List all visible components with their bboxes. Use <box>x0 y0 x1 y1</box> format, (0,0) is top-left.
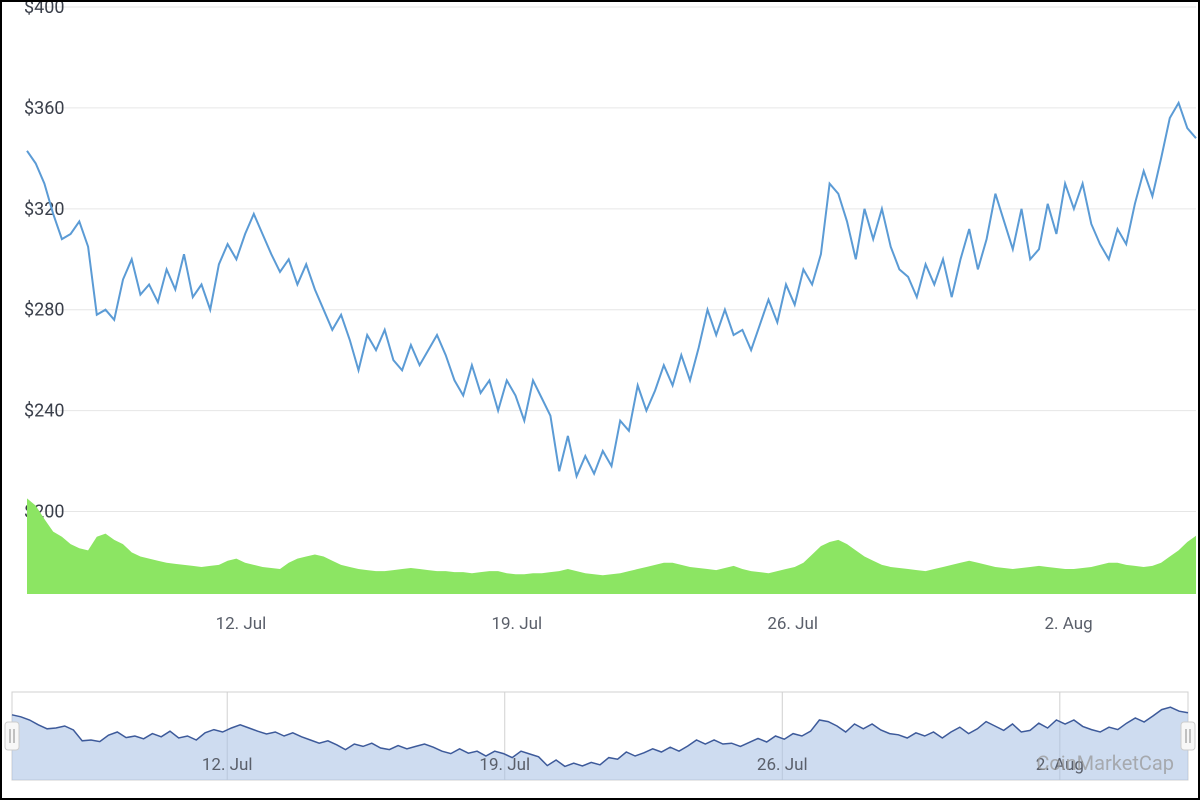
volume-area <box>27 498 1196 594</box>
y-tick-label: $240 <box>24 401 64 422</box>
price-line-series <box>27 103 1196 476</box>
x-tick-label: 2. Aug <box>1044 614 1092 634</box>
navigator-handle-right[interactable] <box>1181 722 1195 750</box>
y-tick-label: $360 <box>24 98 64 119</box>
price-chart-container: $200$240$280$320$360$40012. Jul19. Jul26… <box>0 0 1200 800</box>
y-tick-label: $280 <box>24 300 64 321</box>
x-tick-label: 19. Jul <box>491 614 542 634</box>
y-tick-label: $320 <box>24 199 64 220</box>
watermark: CoinMarketCap <box>1036 751 1174 775</box>
navigator-tick-label: 26. Jul <box>757 755 808 775</box>
x-tick-label: 12. Jul <box>216 614 267 634</box>
x-tick-label: 26. Jul <box>767 614 818 634</box>
navigator-handle-left[interactable] <box>5 722 19 750</box>
navigator-tick-label: 12. Jul <box>202 755 253 775</box>
chart-svg[interactable]: $200$240$280$320$360$40012. Jul19. Jul26… <box>2 2 1198 798</box>
navigator-tick-label: 19. Jul <box>479 755 530 775</box>
y-tick-label: $400 <box>24 2 64 18</box>
navigator-area <box>12 707 1188 780</box>
